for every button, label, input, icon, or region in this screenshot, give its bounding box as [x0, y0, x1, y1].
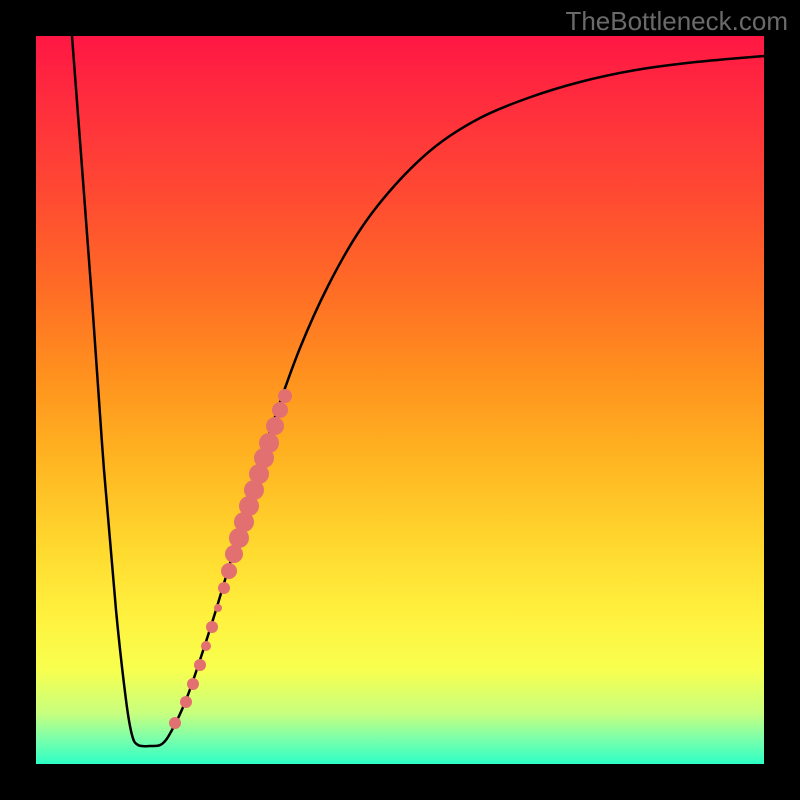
data-marker — [169, 717, 181, 729]
data-marker — [272, 402, 288, 418]
attribution-label: TheBottleneck.com — [565, 6, 788, 37]
chart-svg — [0, 0, 800, 800]
data-marker — [201, 641, 211, 651]
data-marker — [214, 604, 222, 612]
data-marker — [187, 678, 199, 690]
data-marker — [206, 621, 218, 633]
data-marker — [221, 563, 237, 579]
data-marker — [259, 433, 279, 453]
data-marker — [194, 659, 206, 671]
data-marker — [180, 696, 192, 708]
data-marker — [218, 582, 230, 594]
data-marker — [278, 389, 292, 403]
bottleneck-chart: TheBottleneck.com — [0, 0, 800, 800]
gradient-background — [36, 36, 764, 764]
data-marker — [266, 417, 284, 435]
